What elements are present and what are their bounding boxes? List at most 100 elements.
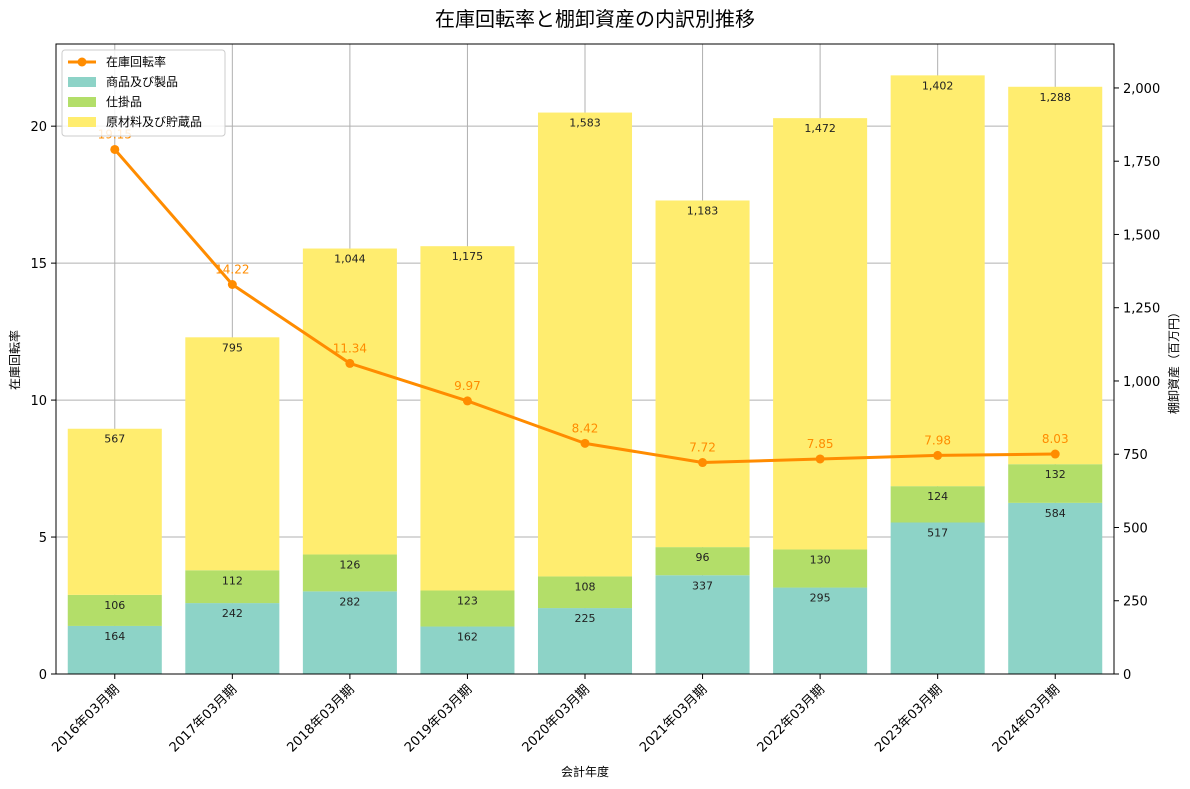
bar-1-2 — [302, 554, 397, 592]
right-tick-label-4: 1,000 — [1123, 375, 1160, 390]
turnover-point-4 — [580, 438, 590, 448]
legend-box — [61, 49, 226, 137]
x-tick-label-4: 2020年03月期 — [520, 682, 593, 755]
bar-label-2-1: 795 — [222, 341, 243, 354]
x-tick-label-5: 2021年03月期 — [637, 682, 710, 755]
x-tick-label-1: 2017年03月期 — [167, 682, 240, 755]
bar-0-7 — [890, 522, 985, 674]
x-tick-label-7: 2023年03月期 — [872, 682, 945, 755]
turnover-label-2: 11.34 — [333, 341, 367, 355]
bars-layer — [67, 75, 1103, 674]
turnover-point-0 — [110, 144, 120, 154]
right-tick-label-3: 750 — [1123, 448, 1148, 463]
bar-label-0-1: 242 — [222, 607, 243, 620]
left-tick-label-2: 10 — [30, 394, 47, 409]
left-tick-label-4: 20 — [30, 120, 47, 135]
x-tick-label-3: 2019年03月期 — [402, 682, 475, 755]
bar-label-0-8: 584 — [1045, 507, 1066, 520]
x-tick-label-0: 2016年03月期 — [49, 682, 122, 755]
turnover-point-3 — [462, 396, 472, 406]
bar-label-0-6: 295 — [810, 592, 831, 605]
bar-1-0 — [67, 594, 162, 626]
turnover-label-8: 8.03 — [1042, 432, 1069, 446]
bar-0-6 — [773, 587, 868, 674]
right-tick-label-1: 250 — [1123, 595, 1148, 610]
left-tick-label-3: 15 — [30, 257, 47, 272]
bar-0-0 — [67, 625, 162, 674]
bar-1-3 — [420, 590, 515, 627]
right-axis-title: 棚卸資産（百万円） — [1166, 306, 1181, 414]
legend-label-2: 仕掛品 — [106, 94, 142, 109]
bar-label-2-3: 1,175 — [452, 250, 484, 263]
bar-1-8 — [1008, 464, 1103, 503]
right-tick-label-5: 1,250 — [1123, 302, 1160, 317]
bar-label-1-5: 96 — [696, 551, 710, 564]
bar-labels-layer: 164 106 567 242 112 795 282 126 1,044 162 123 1,175… — [104, 79, 1071, 643]
left-axis-title: 在庫回転率 — [7, 330, 22, 390]
bar-label-1-2: 126 — [339, 558, 360, 571]
bar-label-2-5: 1,183 — [687, 204, 719, 217]
right-tick-label-6: 1,500 — [1123, 228, 1160, 243]
turnover-point-5 — [698, 458, 708, 468]
bar-2-2 — [302, 248, 397, 555]
turnover-point-6 — [815, 454, 825, 464]
legend-patch-1 — [68, 77, 96, 87]
bar-label-1-1: 112 — [222, 574, 243, 587]
bar-2-7 — [890, 75, 985, 487]
bar-2-3 — [420, 246, 515, 591]
right-tick-label-0: 0 — [1123, 668, 1131, 683]
bar-label-2-7: 1,402 — [922, 79, 954, 92]
bar-2-5 — [655, 200, 750, 548]
bar-label-0-2: 282 — [339, 595, 360, 608]
turnover-label-7: 7.98 — [924, 433, 951, 447]
bar-2-0 — [67, 428, 162, 595]
legend-label-0: 在庫回転率 — [106, 54, 166, 69]
bar-0-2 — [302, 591, 397, 674]
bar-label-2-8: 1,288 — [1039, 91, 1071, 104]
bar-label-2-0: 567 — [104, 433, 125, 446]
bar-2-1 — [185, 337, 280, 571]
bar-label-1-8: 132 — [1045, 468, 1066, 481]
x-tick-label-2: 2018年03月期 — [284, 682, 357, 755]
x-tick-label-6: 2022年03月期 — [755, 682, 828, 755]
turnover-label-3: 9.97 — [454, 379, 481, 393]
bar-0-4 — [537, 608, 633, 674]
bar-label-0-3: 162 — [457, 631, 478, 644]
chart-title: 在庫回転率と棚卸資産の内訳別推移 — [435, 7, 755, 31]
bar-2-4 — [537, 112, 633, 577]
bar-1-7 — [890, 486, 985, 523]
turnover-label-6: 7.85 — [807, 437, 834, 451]
bar-label-0-4: 225 — [575, 612, 596, 625]
bar-1-4 — [537, 576, 633, 609]
bar-label-1-7: 124 — [927, 490, 948, 503]
bar-label-1-4: 108 — [575, 580, 596, 593]
bar-2-6 — [773, 118, 868, 550]
x-axis-title: 会計年度 — [561, 764, 609, 779]
bar-label-2-2: 1,044 — [334, 253, 366, 266]
bar-1-5 — [655, 547, 750, 576]
bar-2-8 — [1008, 86, 1103, 465]
turnover-label-4: 8.42 — [572, 421, 599, 435]
bar-1-6 — [773, 549, 868, 588]
bar-label-0-5: 337 — [692, 579, 713, 592]
right-tick-label-8: 2,000 — [1123, 82, 1160, 97]
legend-line-marker — [77, 57, 87, 67]
bar-label-0-0: 164 — [104, 630, 125, 643]
legend-patch-3 — [68, 117, 96, 127]
turnover-label-1: 14.22 — [215, 262, 249, 276]
legend-patch-2 — [68, 97, 96, 107]
bar-0-5 — [655, 575, 750, 674]
right-tick-label-2: 500 — [1123, 521, 1148, 536]
turnover-point-2 — [345, 358, 355, 368]
bar-label-1-0: 106 — [104, 599, 125, 612]
bar-label-1-6: 130 — [810, 553, 831, 566]
bar-0-8 — [1008, 502, 1103, 674]
legend-label-1: 商品及び製品 — [106, 74, 178, 89]
bar-label-2-4: 1,583 — [569, 117, 601, 130]
x-tick-label-8: 2024年03月期 — [990, 682, 1063, 755]
right-tick-label-7: 1,750 — [1123, 155, 1160, 170]
bar-label-1-3: 123 — [457, 594, 478, 607]
